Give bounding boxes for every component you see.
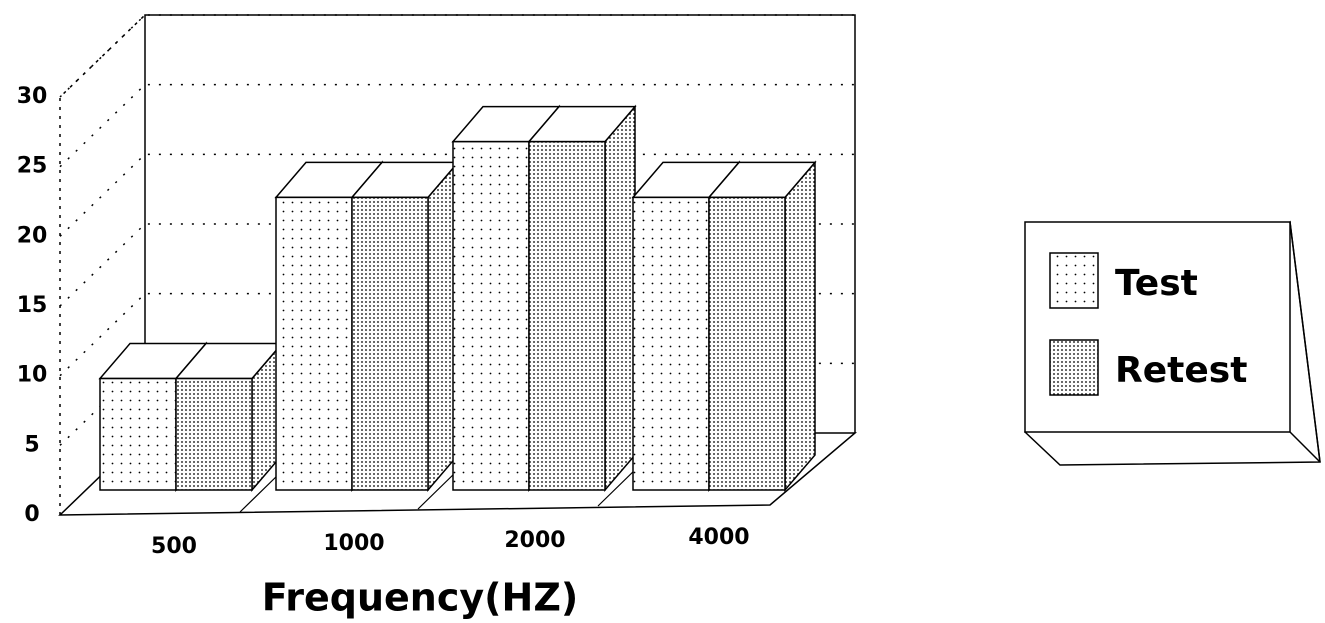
floor-divider xyxy=(597,466,639,507)
bar-side xyxy=(604,104,636,493)
legend-label: Test xyxy=(1115,263,1198,304)
bar xyxy=(632,196,710,491)
floor-divider xyxy=(417,469,459,510)
y-tick-label: 10 xyxy=(17,363,48,388)
y-tick-label: 25 xyxy=(17,154,48,179)
y-tick-label: 15 xyxy=(17,293,48,318)
y-tick-label: 0 xyxy=(24,502,39,527)
y-tick-label: 20 xyxy=(17,223,48,248)
legend-swatch xyxy=(1049,252,1099,309)
bar xyxy=(708,196,786,491)
x-tick-label: 500 xyxy=(151,534,197,559)
y-tick-label: 5 xyxy=(24,432,39,457)
bar xyxy=(452,140,530,491)
x-axis-title: Frequency(HZ) xyxy=(262,576,579,620)
x-tick-label: 1000 xyxy=(323,531,384,556)
bar xyxy=(99,377,177,491)
legend-edge xyxy=(1289,431,1321,463)
legend-swatch xyxy=(1049,339,1099,396)
x-tick-label: 2000 xyxy=(504,528,565,553)
bar-side xyxy=(784,160,816,493)
x-tick-label: 4000 xyxy=(688,525,749,550)
bar xyxy=(528,140,606,491)
y-tick-label: 30 xyxy=(17,84,48,109)
bar xyxy=(175,377,253,491)
floor-divider xyxy=(239,472,281,513)
bar xyxy=(275,196,353,491)
bar xyxy=(351,196,429,491)
legend-edge xyxy=(1289,221,1321,463)
legend-label: Retest xyxy=(1115,350,1247,391)
